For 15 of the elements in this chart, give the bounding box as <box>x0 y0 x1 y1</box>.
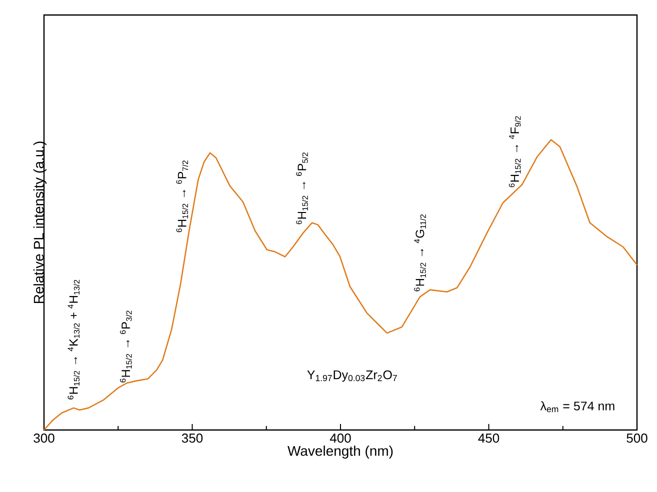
annotation: $^{6}$H$_{15/2}$ → $^{6}$P$_{7/2}$ <box>176 160 188 232</box>
x-tick-label: 350 <box>182 434 203 443</box>
annotation: $^{6}$H$_{15/2}$ → $^{6}$P$_{5/2}$ <box>296 152 308 224</box>
x-tick-label: 450 <box>478 434 500 443</box>
annotation: $^{6}$H$_{15/2}$ → $^{6}$P$_{3/2}$ <box>120 310 132 382</box>
annotation: λ$_{em}$ = 574 nm <box>540 401 614 412</box>
y-axis-title: Relative PL intensity (a.u.) <box>33 142 46 304</box>
x-axis-title: Wavelength (nm) <box>288 446 393 459</box>
x-tick-label: 400 <box>330 434 351 443</box>
x-tick-label: 300 <box>34 434 54 443</box>
text: $^{6}$H$_{15/2}$ → $^{4}$K$_{13/2}$ + $^{4}$H$_{13/2}$ <box>68 280 80 400</box>
annotation: $^{6}$H$_{15/2}$ → $^{4}$F$_{9/2}$ <box>508 116 521 188</box>
x-tick-label: 500 <box>626 434 648 443</box>
annotation: Y$_{1.97}$Dy$_{0.03}$Zr$_{2}$O$_{7}$ <box>307 370 397 382</box>
annotation: $^{6}$H$_{15/2}$ → $^{4}$G$_{11/2}$ <box>414 214 426 292</box>
